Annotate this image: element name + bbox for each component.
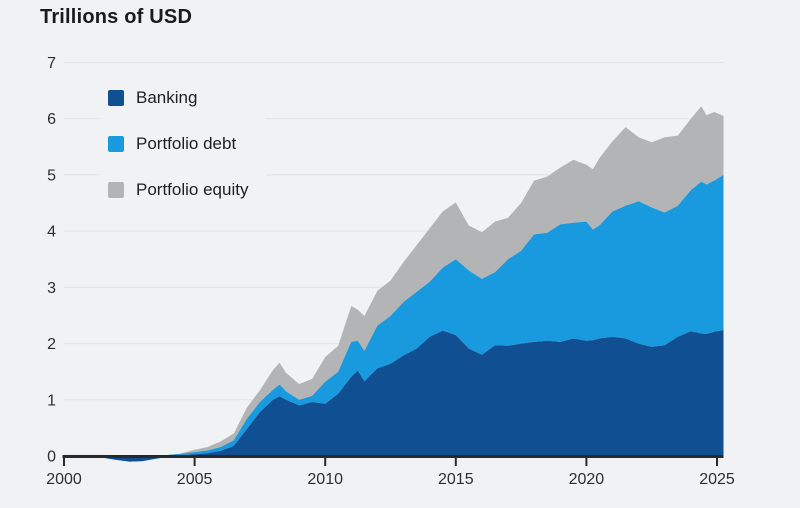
legend-item-banking: Banking	[108, 88, 248, 108]
x-tick-label-2010: 2010	[307, 471, 343, 488]
legend-label-portfolio-equity: Portfolio equity	[136, 180, 249, 199]
y-tick-label-3: 3	[47, 280, 56, 297]
legend-item-portfolio-debt: Portfolio debt	[108, 134, 248, 154]
y-tick-label-4: 4	[47, 224, 56, 241]
banking-swatch-icon	[108, 90, 124, 106]
chart-title: Trillions of USD	[40, 6, 193, 28]
area-banking	[64, 330, 724, 462]
y-tick-label-6: 6	[47, 111, 56, 128]
chart-legend: Banking Portfolio debt Portfolio equity	[100, 80, 267, 210]
portfolio-equity-swatch-icon	[108, 182, 124, 198]
portfolio-debt-swatch-icon	[108, 136, 124, 152]
y-tick-label-7: 7	[47, 55, 56, 72]
legend-label-banking: Banking	[136, 88, 198, 107]
x-tick-label-2000: 2000	[46, 471, 82, 488]
legend-item-portfolio-equity: Portfolio equity	[108, 180, 248, 200]
x-tick-label-2015: 2015	[438, 471, 474, 488]
y-tick-label-0: 0	[47, 449, 56, 466]
y-tick-label-5: 5	[47, 167, 56, 184]
area-portfolio-debt	[64, 174, 724, 462]
x-tick-label-2020: 2020	[569, 471, 605, 488]
y-tick-label-1: 1	[47, 392, 56, 409]
x-tick-label-2025: 2025	[699, 471, 735, 488]
y-tick-label-2: 2	[47, 336, 56, 353]
area-portfolio-equity	[64, 106, 724, 460]
legend-label-portfolio-debt: Portfolio debt	[136, 134, 237, 153]
x-tick-label-2005: 2005	[177, 471, 213, 488]
